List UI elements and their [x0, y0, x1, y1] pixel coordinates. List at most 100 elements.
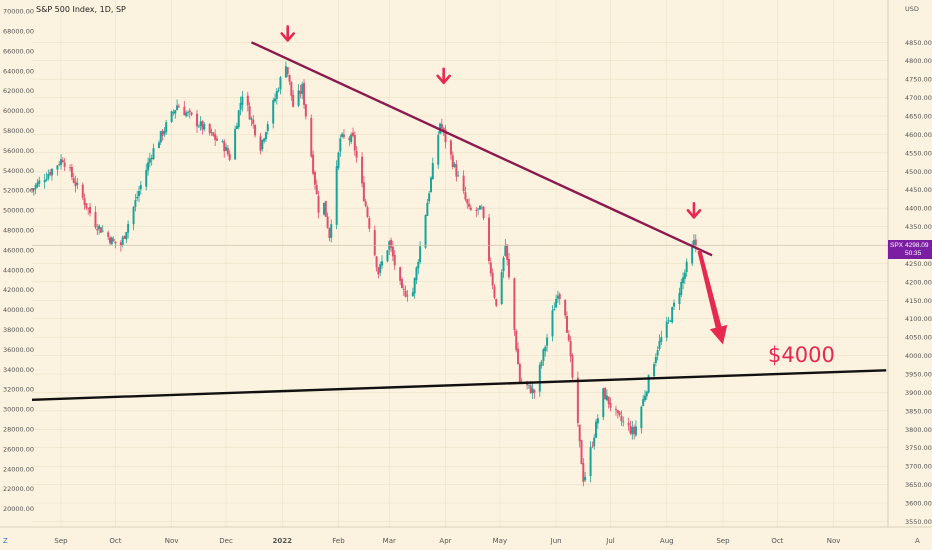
candle-body	[667, 319, 670, 321]
candle-body	[252, 119, 255, 125]
candle-body	[669, 320, 672, 322]
candle-body	[114, 241, 117, 244]
candle-body	[406, 295, 409, 297]
candle-body	[288, 74, 291, 82]
candle-body	[159, 131, 162, 143]
candle-body	[208, 123, 211, 134]
left-tick-label: 48000.00	[3, 227, 34, 235]
right-tick-label: 4450.00	[905, 186, 932, 194]
candle-body	[45, 178, 48, 181]
chart-title: S&P 500 Index, 1D, SP	[36, 5, 126, 14]
candle-body	[174, 110, 177, 114]
left-tick-label: 40000.00	[3, 306, 34, 314]
candle-body	[462, 175, 465, 192]
candle-body	[682, 277, 685, 284]
candle-body	[148, 158, 151, 163]
candle-body	[457, 175, 460, 177]
candle-body	[453, 163, 456, 167]
candle-body	[500, 272, 503, 304]
candle-body	[263, 138, 266, 142]
candle-body	[125, 232, 128, 240]
right-tick-label: 4000.00	[905, 352, 932, 360]
candle-body	[604, 387, 607, 400]
candle-body	[381, 261, 384, 266]
candle-body	[602, 388, 605, 418]
price-tag-symbol: SPX	[890, 242, 904, 249]
candle-body	[58, 164, 61, 165]
candle-body	[297, 90, 300, 106]
candle-body	[286, 67, 289, 75]
candle-body	[145, 170, 148, 187]
right-tick-label: 3550.00	[905, 518, 932, 526]
x-tick-label: Jul	[605, 537, 615, 545]
candle-body	[99, 227, 102, 233]
candle-body	[404, 290, 407, 297]
candle-body	[299, 90, 302, 94]
candle-body	[386, 250, 389, 262]
candle-body	[254, 124, 257, 136]
candle-body	[266, 124, 269, 132]
left-tick-label: 20000.00	[3, 505, 34, 513]
candle-body	[464, 192, 467, 200]
candle-body	[197, 126, 200, 128]
candle-body	[172, 111, 175, 113]
candle-body	[107, 232, 110, 237]
x-tick-label: Sep	[716, 537, 730, 545]
candle-body	[440, 124, 443, 129]
candle-body	[366, 207, 369, 217]
left-tick-label: 54000.00	[3, 167, 34, 175]
candle-body	[431, 163, 434, 180]
candle-body	[653, 364, 656, 377]
right-tick-label: 3850.00	[905, 407, 932, 415]
candle-body	[415, 267, 418, 280]
candle-body	[87, 208, 90, 209]
candle-body	[304, 104, 307, 117]
right-tick-label: 4600.00	[905, 131, 932, 139]
candle-body	[38, 180, 41, 184]
candle-body	[627, 423, 630, 426]
candle-body	[274, 98, 277, 102]
candle-body	[185, 112, 188, 117]
candle-body	[513, 278, 516, 331]
candle-body	[629, 425, 632, 434]
candle-body	[680, 281, 683, 295]
candle-body	[250, 118, 253, 120]
candle-body	[622, 421, 625, 423]
candle-body	[81, 184, 84, 198]
candle-body	[614, 408, 617, 410]
left-tick-label: 34000.00	[3, 366, 34, 374]
left-tick-label: 24000.00	[3, 465, 34, 473]
candle-body	[279, 77, 282, 90]
candle-body	[165, 122, 168, 133]
candle-body	[691, 245, 694, 264]
candle-body	[589, 447, 592, 477]
candle-body	[571, 354, 574, 378]
candle-body	[350, 134, 353, 142]
right-tick-label: 4800.00	[905, 57, 932, 65]
candle-body	[49, 172, 52, 175]
candle-body	[313, 172, 316, 185]
candle-body	[368, 218, 371, 229]
candle-body	[580, 440, 583, 465]
candle-body	[518, 364, 521, 383]
candle-body	[491, 272, 494, 286]
candle-body	[212, 132, 215, 136]
footer-left-label: Z	[3, 537, 8, 545]
candle-body	[337, 152, 340, 168]
candle-body	[226, 148, 229, 155]
left-tick-label: 44000.00	[3, 266, 34, 274]
candle-body	[411, 292, 414, 297]
candle-body	[685, 261, 688, 273]
left-tick-label: 70000.00	[3, 8, 34, 16]
left-tick-label: 28000.00	[3, 426, 34, 434]
left-tick-label: 42000.00	[3, 286, 34, 294]
candle-body	[643, 395, 646, 401]
x-tick-label: Nov	[165, 537, 179, 545]
candle-body	[121, 237, 124, 245]
candle-body	[578, 424, 581, 442]
candle-body	[645, 391, 648, 397]
candle-body	[506, 244, 509, 260]
